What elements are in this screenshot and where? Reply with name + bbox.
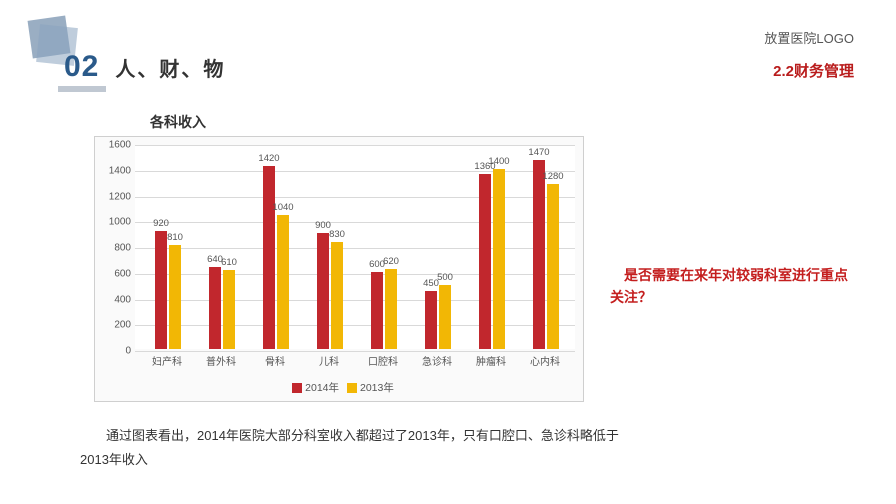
bar [479,174,491,349]
bar [317,233,329,349]
gridline [135,248,575,249]
footnote-text: 通过图表看出，2014年医院大部分科室收入都超过了2013年，只有口腔口、急诊科… [80,424,620,472]
slide-title: 人、财、物 [115,53,225,82]
slide-header: 02 人、财、物 [64,50,225,84]
bar-value-label: 610 [218,257,240,268]
bar-value-label: 1470 [528,147,550,158]
gridline [135,171,575,172]
legend-label: 2014年 [305,382,339,394]
bar [533,160,545,349]
legend-swatch [292,383,302,393]
gridline [135,222,575,223]
bar [331,242,343,349]
bar [169,245,181,349]
bar [277,215,289,349]
x-axis-label: 心内科 [523,349,567,368]
gridline [135,274,575,275]
slide-number: 02 [64,50,99,84]
bar [425,291,437,349]
chart-legend: 2014年 2013年 [95,380,583,395]
bar [263,166,275,349]
callout-question: 是否需要在来年对较弱科室进行重点关注？ [610,264,860,309]
y-axis-label: 600 [101,268,131,279]
slide-number-underline [58,86,106,92]
chart-plot-area: 02004006008001000120014001600920810妇产科64… [135,145,575,349]
logo-placeholder: 放置医院LOGO [764,28,854,47]
bar-value-label: 1040 [272,202,294,213]
y-axis-label: 1200 [101,191,131,202]
x-axis-label: 急诊科 [415,349,459,368]
gridline [135,145,575,146]
bar-value-label: 830 [326,229,348,240]
x-axis-label: 普外科 [199,349,243,368]
y-axis-label: 0 [101,346,131,357]
bar [493,169,505,349]
bar-value-label: 920 [150,218,172,229]
bar [155,231,167,349]
bar [223,270,235,349]
bar-value-label: 500 [434,272,456,283]
y-axis-label: 1000 [101,217,131,228]
chart-title: 各科收入 [150,112,206,132]
x-axis-label: 儿科 [307,349,351,368]
legend-label: 2013年 [360,382,394,394]
bar [385,269,397,349]
y-axis-label: 1600 [101,140,131,151]
x-axis-label: 骨科 [253,349,297,368]
x-axis-label: 肿瘤科 [469,349,513,368]
y-axis-label: 1400 [101,165,131,176]
gridline [135,197,575,198]
bar [209,267,221,349]
subsection-label: 2.2财务管理 [773,60,854,81]
bar [547,184,559,349]
y-axis-label: 800 [101,243,131,254]
legend-swatch [347,383,357,393]
y-axis-label: 200 [101,320,131,331]
y-axis-label: 400 [101,294,131,305]
bar-value-label: 1280 [542,171,564,182]
bar [439,285,451,349]
x-axis-label: 妇产科 [145,349,189,368]
revenue-chart: 02004006008001000120014001600920810妇产科64… [94,136,584,402]
gridline [135,325,575,326]
bar [371,272,383,349]
bar-value-label: 620 [380,256,402,267]
x-axis-label: 口腔科 [361,349,405,368]
gridline [135,300,575,301]
bar-value-label: 1400 [488,156,510,167]
bar-value-label: 1420 [258,153,280,164]
bar-value-label: 810 [164,232,186,243]
